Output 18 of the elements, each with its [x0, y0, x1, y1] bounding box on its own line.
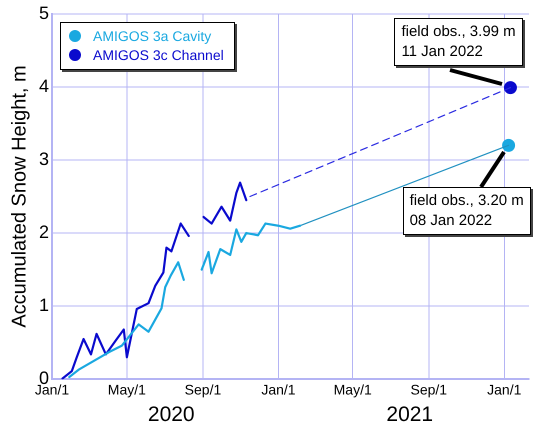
x-tick-label: Sep/1: [410, 381, 448, 398]
legend-label: AMIGOS 3a Cavity: [93, 26, 212, 46]
x-tick-label: Jan/1: [261, 381, 296, 398]
text: 2020: [148, 403, 195, 426]
y-axis-title: Accumulated Snow Height, m: [8, 65, 31, 328]
y-tick-label: 5: [38, 2, 50, 23]
y-tick-label: 2: [38, 222, 50, 242]
y-tick-label: 1: [38, 295, 50, 316]
x-tick-label: May/1: [108, 381, 146, 398]
x-tick-label: May/1: [334, 381, 372, 398]
annotation: field obs., 3.99 m 11 Jan 2022: [394, 18, 523, 66]
x-tick-label: Jan/1: [487, 381, 522, 398]
annotation: field obs., 3.20 m 08 Jan 2022: [402, 187, 531, 236]
y-tick-label: 4: [38, 76, 50, 96]
text: 2021: [386, 403, 434, 426]
x-tick-label: Sep/1: [184, 381, 222, 398]
legend-label: AMIGOS 3c Channel: [93, 46, 224, 65]
y-tick-label: 3: [38, 148, 50, 169]
